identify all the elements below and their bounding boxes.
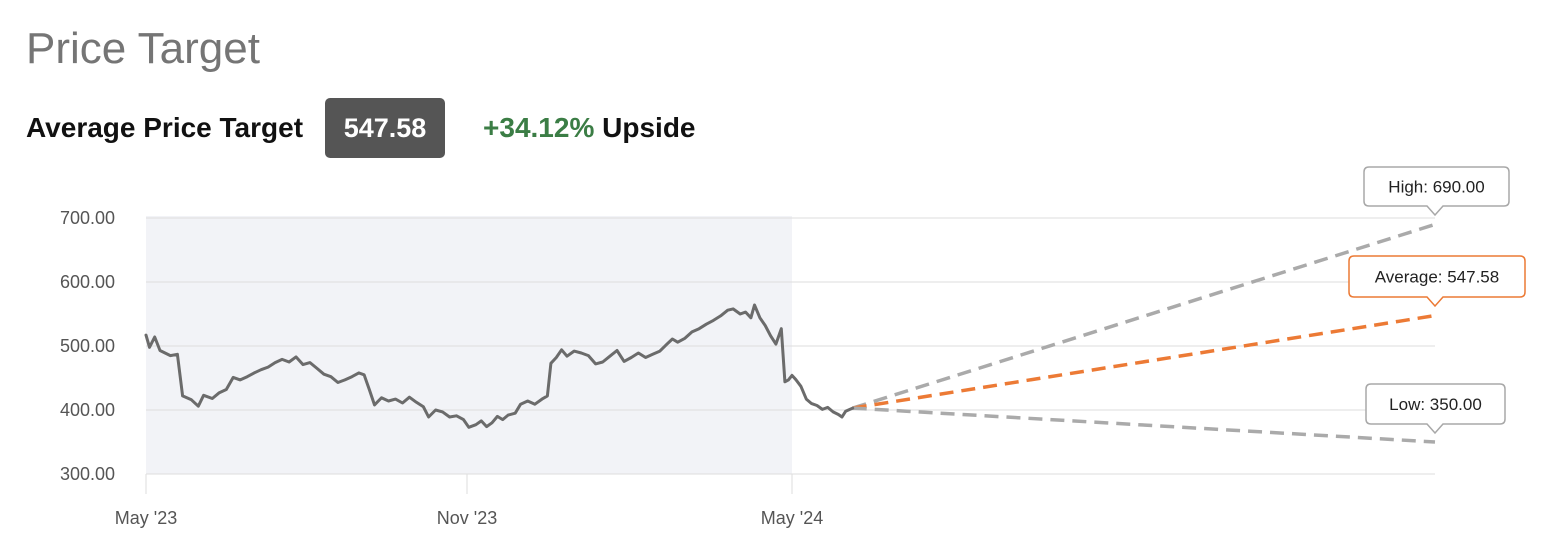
price-target-summary: Average Price Target 547.58 +34.12% Upsi… xyxy=(26,98,696,158)
average-callout-box xyxy=(1348,255,1526,308)
y-tick-label: 700.00 xyxy=(60,208,115,228)
high-callout-box xyxy=(1363,166,1510,217)
low-callout-label: Low: 350.00 xyxy=(1389,395,1482,414)
forecast-lines xyxy=(852,222,1436,444)
high-callout-label: High: 690.00 xyxy=(1388,178,1484,197)
x-tick-label: May '23 xyxy=(115,508,177,528)
history-background xyxy=(146,216,792,474)
low-target-line xyxy=(852,406,1436,444)
x-axis-ticks: May '23 Nov '23 May '24 xyxy=(115,474,823,528)
upside-percent: +34.12% xyxy=(483,112,595,143)
grid-lines xyxy=(146,217,1435,475)
upside-text: +34.12% Upside xyxy=(483,112,695,144)
y-tick-label: 300.00 xyxy=(60,464,115,484)
average-callout-label: Average: 547.58 xyxy=(1375,268,1499,287)
price-history-line xyxy=(144,303,855,429)
average-target-line xyxy=(852,313,1436,410)
low-callout: Low: 350.00 xyxy=(1365,383,1506,435)
y-tick-label: 600.00 xyxy=(60,272,115,292)
page-title: Price Target xyxy=(26,24,260,73)
average-price-target-label: Average Price Target xyxy=(26,112,304,143)
high-callout: High: 690.00 xyxy=(1363,166,1510,217)
x-tick-label: May '24 xyxy=(761,508,823,528)
target-callouts: High: 690.00 Average: 547.58 Low: 350.00 xyxy=(1348,166,1526,435)
upside-word: Upside xyxy=(602,112,696,143)
average-callout: Average: 547.58 xyxy=(1348,255,1526,308)
y-axis-ticks: 700.00 600.00 500.00 400.00 300.00 xyxy=(60,208,115,484)
x-tick-label: Nov '23 xyxy=(437,508,497,528)
y-tick-label: 500.00 xyxy=(60,336,115,356)
low-callout-box xyxy=(1365,383,1506,435)
y-tick-label: 400.00 xyxy=(60,400,115,420)
high-target-line xyxy=(852,222,1436,410)
average-price-target-badge: 547.58 xyxy=(325,98,446,158)
